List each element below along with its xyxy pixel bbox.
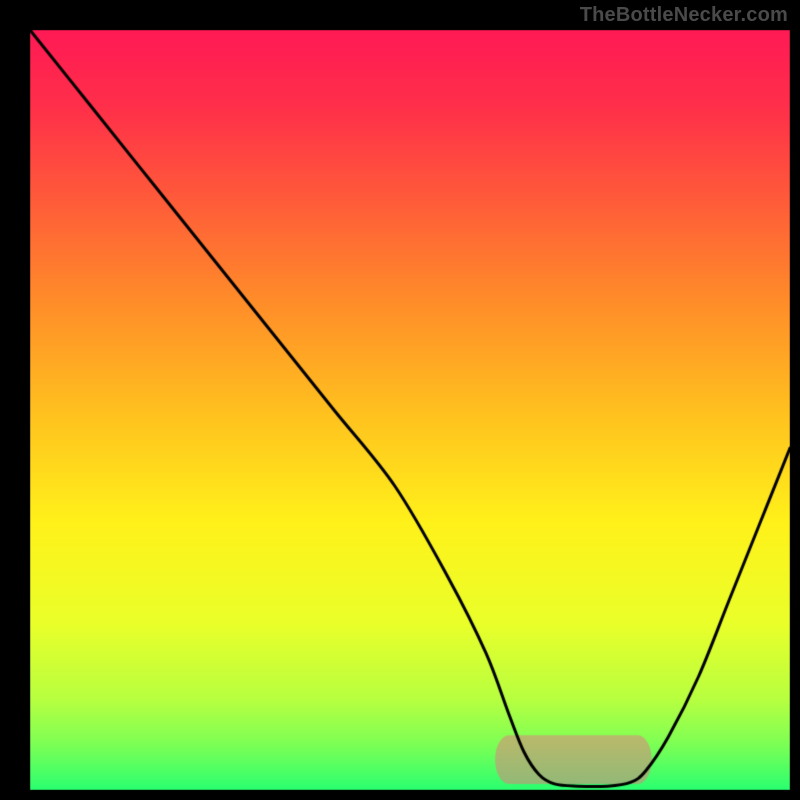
chart-stage: TheBottleNecker.com xyxy=(0,0,800,800)
bottleneck-curve-overlay xyxy=(0,0,800,800)
watermark-text: TheBottleNecker.com xyxy=(580,4,788,27)
